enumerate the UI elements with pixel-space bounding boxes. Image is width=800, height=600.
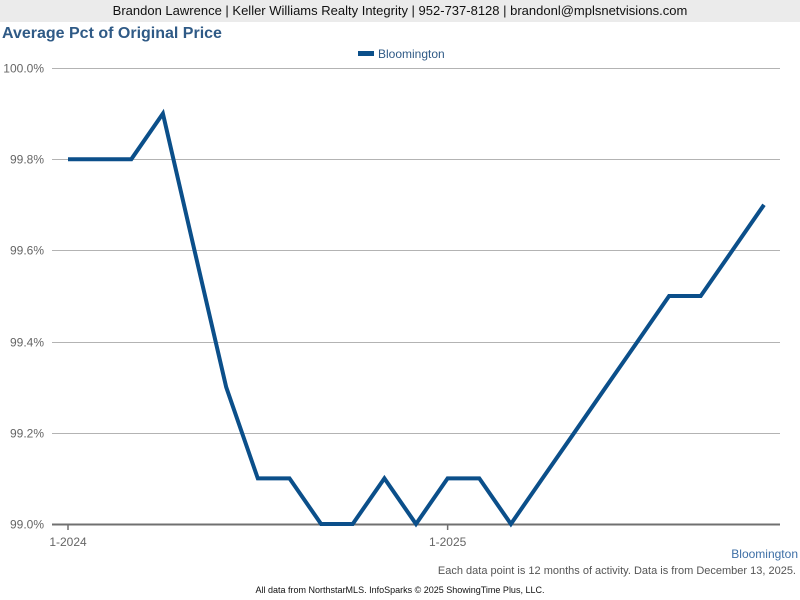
svg-text:99.8%: 99.8% — [10, 153, 44, 167]
series-line-bloomington[interactable] — [68, 108, 766, 528]
footer-credit: All data from NorthstarMLS. InfoSparks ©… — [255, 585, 545, 595]
x-axis: 1-2024 1-2025 — [49, 523, 780, 549]
y-axis-labels: 99.0% 99.2% 99.4% 99.6% 99.8% 100.0% — [3, 62, 44, 532]
svg-text:99.0%: 99.0% — [10, 518, 44, 532]
chart-title: Average Pct of Original Price — [2, 25, 222, 42]
svg-text:1-2024: 1-2024 — [49, 535, 87, 549]
svg-text:99.2%: 99.2% — [10, 427, 44, 441]
svg-text:100.0%: 100.0% — [3, 62, 44, 76]
gridlines — [52, 68, 780, 434]
svg-text:1-2025: 1-2025 — [429, 535, 467, 549]
svg-text:Bloomington: Bloomington — [378, 47, 445, 61]
svg-text:99.6%: 99.6% — [10, 244, 44, 258]
svg-text:99.4%: 99.4% — [10, 336, 44, 350]
line-chart: 99.0%99.2%99.4%99.6%99.8%100.0% 1-2024 1-… — [3, 47, 780, 549]
series-label-bottom: Bloomington — [731, 547, 798, 561]
legend[interactable]: Bloomington — [358, 47, 445, 61]
contact-header: Brandon Lawrence | Keller Williams Realt… — [0, 0, 800, 22]
data-note: Each data point is 12 months of activity… — [437, 565, 796, 577]
